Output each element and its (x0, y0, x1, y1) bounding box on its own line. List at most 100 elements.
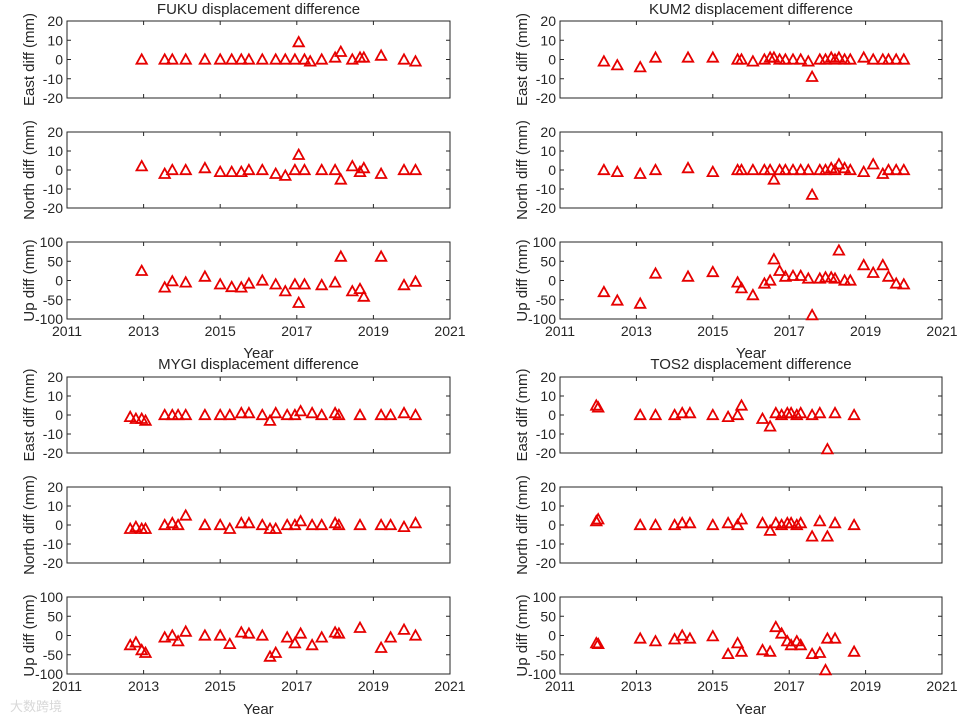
x-tick-label: 2021 (434, 323, 465, 339)
data-point (305, 517, 319, 531)
data-point (763, 419, 777, 432)
y-axis-label: East diff (mm) (21, 13, 38, 106)
data-point (774, 626, 789, 639)
data-point (297, 162, 312, 176)
data-point (242, 516, 256, 529)
data-point (255, 517, 270, 531)
data-point (268, 406, 283, 419)
data-point (730, 407, 745, 421)
data-point (683, 631, 697, 644)
data-point (597, 285, 611, 298)
data-point (767, 172, 781, 185)
y-tick-label: 0 (55, 273, 63, 289)
data-point (353, 517, 367, 531)
data-point (721, 646, 735, 659)
data-point (198, 161, 212, 174)
data-point (633, 296, 647, 309)
y-tick-label: 0 (548, 517, 556, 533)
data-point (303, 54, 317, 67)
data-point (397, 622, 411, 635)
data-point (291, 147, 306, 160)
data-point (242, 626, 256, 639)
data-point (297, 52, 312, 65)
data-point (374, 48, 388, 61)
y-tick-label: -50 (536, 647, 556, 663)
y-tick-label: -100 (35, 666, 63, 682)
y-tick-label: -10 (43, 426, 63, 442)
data-point (242, 276, 256, 289)
data-point (408, 407, 423, 421)
data-point (889, 276, 903, 289)
data-point (397, 52, 411, 65)
data-point (633, 407, 647, 421)
y-axis-label: North diff (mm) (21, 475, 38, 575)
y-tick-label: -100 (35, 311, 63, 327)
data-point (648, 266, 663, 279)
data-point (721, 409, 735, 423)
chart-title: MYGI displacement difference (158, 356, 359, 373)
x-tick-label: 2019 (358, 323, 389, 339)
data-point (198, 407, 212, 421)
data-point (213, 517, 227, 531)
data-point (591, 636, 605, 649)
data-point (332, 407, 346, 421)
data-point (734, 398, 749, 411)
data-point (793, 52, 808, 65)
data-point (223, 521, 237, 534)
data-point (293, 626, 308, 639)
x-tick-label: 2017 (281, 323, 312, 339)
data-point (832, 157, 846, 170)
data-point (345, 284, 360, 297)
data-point (134, 263, 149, 276)
data-point (790, 407, 804, 421)
data-point (778, 52, 793, 65)
data-point (786, 268, 800, 281)
data-point (397, 519, 411, 532)
data-point (828, 271, 842, 284)
data-point (278, 52, 293, 65)
x-tick-label: 2021 (434, 678, 465, 694)
y-tick-label: 10 (540, 143, 556, 159)
data-point (648, 634, 663, 647)
y-tick-label: 10 (540, 32, 556, 48)
data-point (897, 52, 911, 65)
data-point (730, 275, 745, 288)
x-tick-label: 2011 (52, 678, 82, 694)
y-tick-label: -10 (536, 426, 556, 442)
data-point (213, 628, 227, 641)
data-point (706, 164, 720, 178)
data-point (610, 293, 625, 306)
data-point (721, 516, 735, 529)
data-point (332, 626, 346, 639)
data-point (213, 164, 227, 178)
data-point (813, 406, 827, 419)
data-point (234, 516, 249, 529)
data-point (345, 52, 360, 65)
data-point (357, 161, 371, 174)
data-point (881, 162, 896, 176)
data-point (278, 284, 293, 297)
y-tick-label: 0 (548, 52, 556, 68)
y-tick-label: 10 (47, 498, 63, 514)
data-point (291, 295, 306, 308)
data-point (866, 265, 880, 278)
y-tick-label: 0 (55, 517, 63, 533)
watermark: 大数跨境 (10, 699, 63, 714)
data-point (328, 162, 342, 176)
y-tick-label: 20 (47, 124, 63, 140)
chart-title: TOS2 displacement difference (650, 356, 851, 373)
data-point (757, 276, 772, 289)
y-tick-label: 50 (540, 253, 556, 269)
data-point (353, 281, 367, 295)
data-point (305, 638, 319, 651)
data-point (328, 275, 342, 288)
data-point (793, 638, 808, 651)
y-tick-label: 20 (540, 369, 556, 385)
data-point (801, 54, 816, 67)
data-point (793, 162, 808, 176)
data-point (345, 159, 360, 172)
data-point (813, 645, 827, 658)
data-point (856, 164, 871, 178)
data-point (255, 162, 270, 176)
data-point (383, 407, 398, 421)
